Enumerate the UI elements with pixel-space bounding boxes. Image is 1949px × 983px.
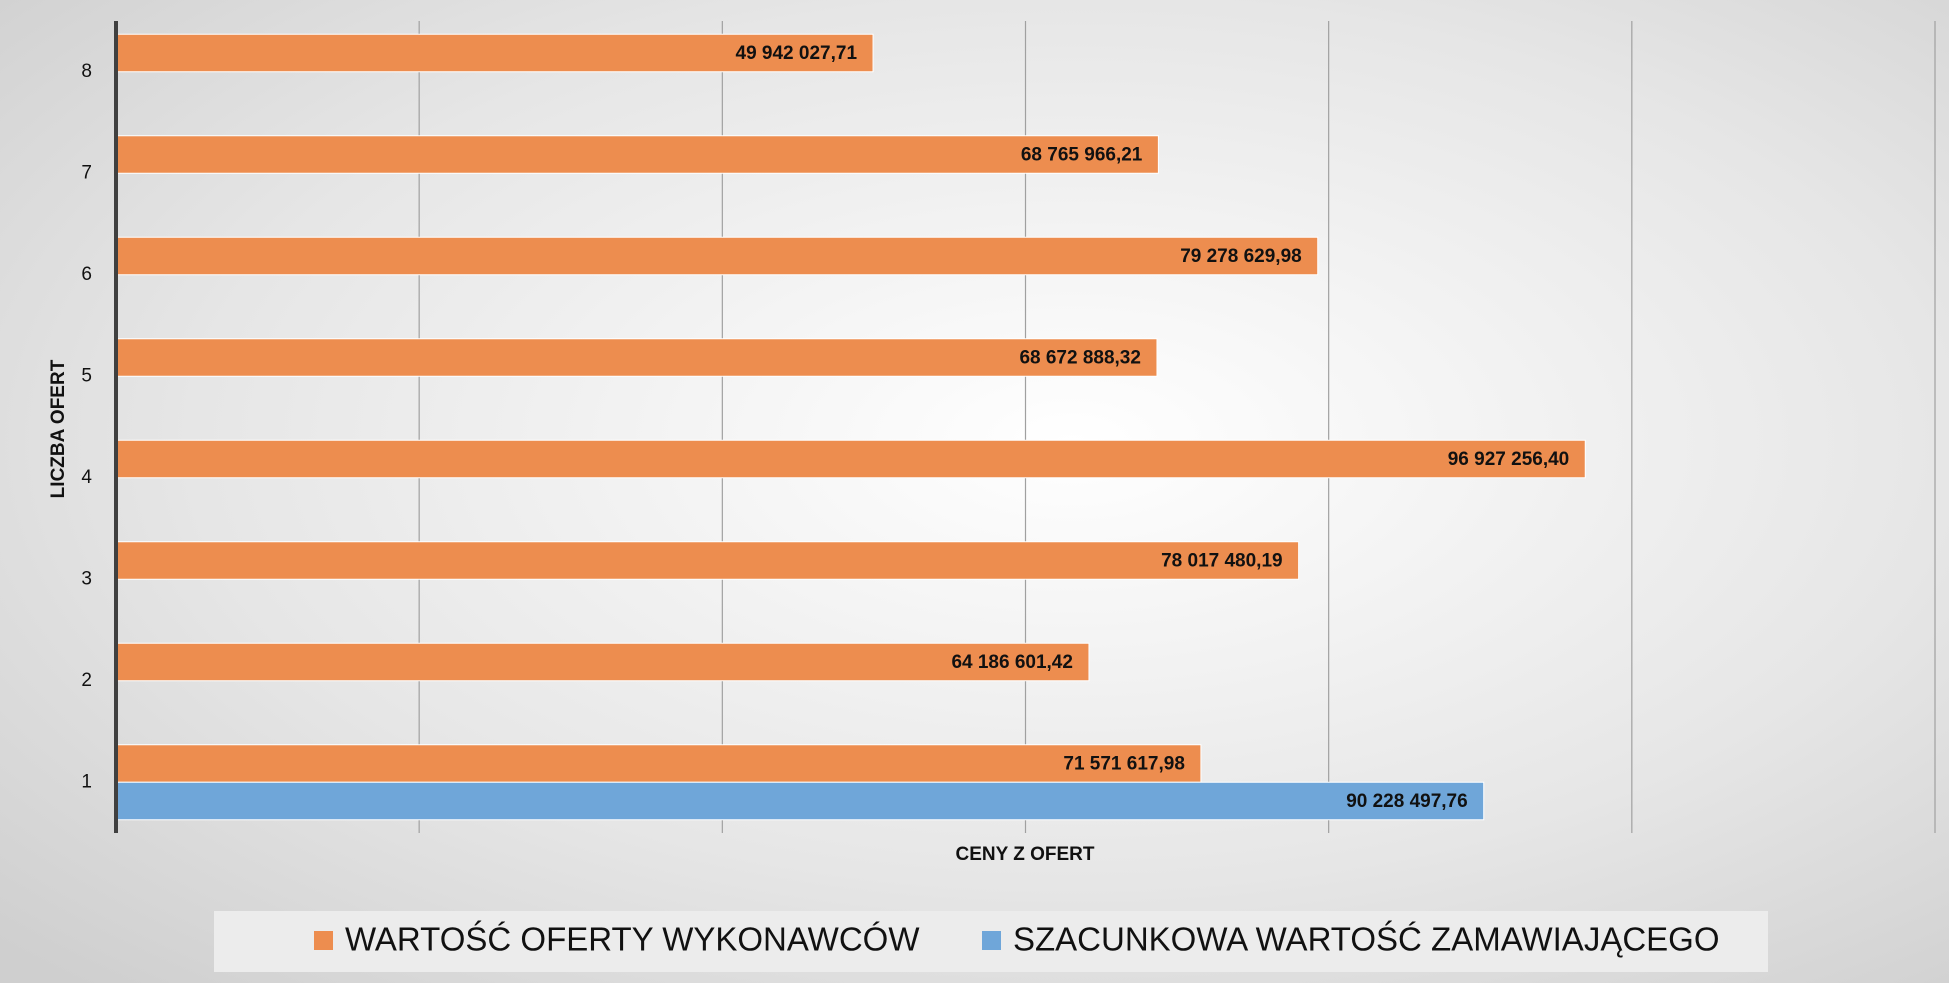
data-label: 79 278 629,98: [1180, 246, 1302, 267]
data-label: 68 672 888,32: [1019, 348, 1141, 369]
data-label: 64 186 601,42: [951, 652, 1073, 673]
y-axis-title: LICZBA OFERT: [48, 359, 69, 498]
bar: [115, 642, 1090, 682]
bar: [115, 781, 1485, 821]
bar: [115, 33, 874, 73]
x-axis-title: CENY Z OFERT: [956, 844, 1095, 865]
legend-label: WARTOŚĆ OFERTY WYKONAWCÓW: [345, 920, 920, 958]
bar: [115, 135, 1159, 174]
legend-swatch: [982, 931, 1001, 950]
bar: [115, 236, 1319, 276]
legend-label: SZACUNKOWA WARTOŚĆ ZAMAWIAJĄCEGO: [1013, 920, 1720, 958]
bar: [115, 338, 1158, 377]
data-label: 71 571 617,98: [1063, 754, 1185, 775]
y-tick-label: 1: [81, 771, 92, 792]
legend-swatch: [314, 931, 333, 950]
y-tick-label: 8: [81, 61, 92, 82]
y-tick-label: 2: [81, 670, 92, 691]
bar: [115, 541, 1300, 580]
data-label: 96 927 256,40: [1448, 449, 1570, 470]
y-tick-label: 3: [81, 568, 92, 589]
bar: [115, 439, 1586, 479]
y-tick-label: 6: [81, 264, 92, 285]
data-label: 90 228 497,76: [1346, 791, 1468, 812]
y-tick-label: 7: [81, 162, 92, 183]
data-label: 49 942 027,71: [736, 43, 858, 64]
y-tick-label: 4: [81, 467, 92, 488]
data-label: 68 765 966,21: [1021, 145, 1143, 166]
data-label: 78 017 480,19: [1161, 551, 1283, 572]
bar: [115, 744, 1202, 783]
y-tick-label: 5: [81, 365, 92, 386]
